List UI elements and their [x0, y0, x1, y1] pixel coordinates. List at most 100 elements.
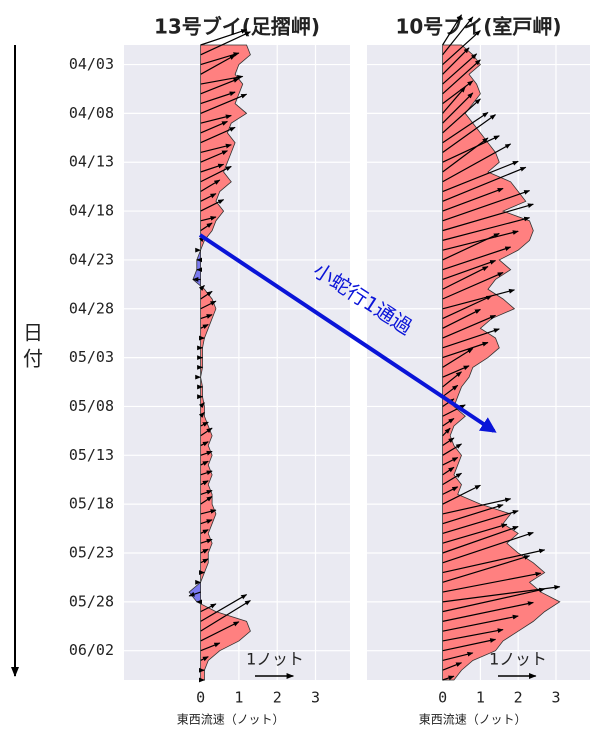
y-tick-label: 04/13	[69, 153, 114, 171]
current-arrow	[200, 29, 248, 46]
y-tick-label: 04/28	[69, 299, 114, 317]
current-arrow	[200, 450, 213, 456]
current-arrow	[200, 603, 217, 613]
current-arrow	[200, 215, 217, 222]
current-arrow	[442, 675, 455, 681]
current-arrow	[442, 601, 534, 622]
current-arrow	[442, 443, 463, 456]
current-arrow	[442, 53, 478, 85]
current-arrow	[200, 509, 217, 515]
current-arrow	[442, 232, 500, 261]
current-arrow	[200, 480, 209, 486]
current-arrow	[442, 437, 455, 447]
current-arrow	[442, 295, 493, 320]
y-tick-label: 05/23	[69, 544, 114, 562]
x-tick-label: 3	[311, 689, 320, 707]
y-tick-label: 04/18	[69, 202, 114, 220]
current-arrow	[442, 137, 489, 173]
current-arrow	[442, 98, 481, 134]
current-arrow	[200, 642, 221, 652]
current-arrow	[442, 571, 542, 593]
y-tick-label: 04/23	[69, 250, 114, 268]
current-arrow	[200, 599, 251, 632]
current-arrow	[200, 77, 240, 95]
quiver-key-label: 1ノット	[489, 650, 547, 669]
y-label: 日付	[20, 322, 44, 374]
y-tick-label: 05/03	[69, 348, 114, 366]
current-arrow	[200, 594, 248, 622]
current-arrow	[442, 203, 534, 232]
annotation-arrow	[198, 233, 497, 433]
current-arrow	[442, 484, 481, 505]
current-arrow	[200, 114, 232, 124]
current-arrow	[442, 308, 481, 329]
quiver-key-label: 1ノット	[246, 650, 304, 669]
current-arrow	[200, 193, 217, 202]
current-arrow	[442, 288, 515, 310]
current-arrow	[442, 497, 512, 515]
current-arrow	[200, 489, 213, 495]
current-arrow	[200, 519, 213, 525]
current-arrow	[442, 525, 519, 554]
current-arrow	[200, 323, 209, 330]
current-arrow	[200, 538, 213, 544]
current-arrow	[200, 120, 228, 134]
current-arrow	[200, 165, 232, 183]
x-tick-label: 2	[514, 689, 523, 707]
current-arrow	[442, 16, 474, 56]
current-arrow	[200, 529, 209, 535]
x-tick-label: 1	[476, 689, 485, 707]
current-arrow	[442, 628, 504, 642]
current-arrow	[200, 470, 213, 476]
current-arrow	[442, 417, 455, 427]
current-arrow	[442, 531, 534, 564]
current-arrow	[442, 472, 463, 486]
current-arrow	[200, 441, 209, 447]
current-arrow	[442, 651, 474, 662]
x-tick-label: 0	[438, 689, 447, 707]
current-arrow	[442, 266, 489, 290]
current-arrow	[442, 466, 455, 476]
current-arrow	[442, 160, 519, 193]
area-outline	[442, 44, 561, 681]
y-tick-label: 05/28	[69, 592, 114, 610]
current-arrow	[200, 150, 228, 163]
current-arrow	[442, 111, 489, 144]
current-arrow	[200, 300, 217, 310]
current-arrow	[198, 402, 205, 409]
current-arrow	[442, 135, 500, 163]
current-arrow	[200, 495, 213, 505]
current-arrow	[200, 126, 236, 144]
current-arrow	[442, 166, 527, 202]
current-arrow	[442, 384, 459, 398]
current-arrow	[442, 216, 531, 241]
current-arrow	[442, 587, 546, 613]
current-arrow	[442, 314, 497, 339]
current-arrow	[200, 93, 248, 114]
current-arrow	[442, 614, 519, 632]
current-arrow	[200, 427, 213, 437]
current-arrow	[442, 486, 459, 495]
current-arrow	[200, 460, 209, 466]
current-arrow	[442, 328, 500, 349]
area-positive	[442, 45, 560, 680]
current-arrow	[442, 114, 496, 153]
y-tick-label: 04/08	[69, 104, 114, 122]
current-arrow	[442, 662, 463, 671]
x-tick-label: 2	[273, 689, 282, 707]
x-tick-label: 1	[234, 689, 243, 707]
x-tick-label: 0	[196, 689, 205, 707]
current-arrow	[442, 638, 497, 652]
current-arrow	[442, 427, 451, 437]
current-arrow	[200, 548, 209, 554]
current-arrow	[200, 222, 213, 232]
current-arrow	[442, 143, 512, 183]
current-arrow	[442, 404, 466, 417]
current-arrow	[200, 290, 213, 300]
current-arrow	[442, 59, 481, 95]
panel-title: 13号ブイ(足摺岬)	[154, 15, 320, 39]
y-tick-label: 04/03	[69, 55, 114, 73]
current-arrow	[442, 246, 512, 271]
